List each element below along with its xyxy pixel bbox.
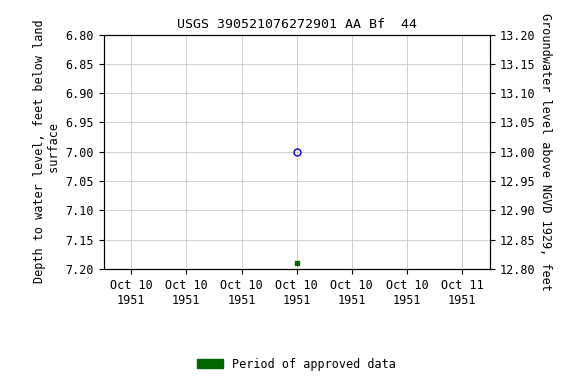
- Legend: Period of approved data: Period of approved data: [192, 353, 401, 375]
- Y-axis label: Depth to water level, feet below land
 surface: Depth to water level, feet below land su…: [33, 20, 61, 283]
- Y-axis label: Groundwater level above NGVD 1929, feet: Groundwater level above NGVD 1929, feet: [539, 13, 552, 291]
- Title: USGS 390521076272901 AA Bf  44: USGS 390521076272901 AA Bf 44: [177, 18, 416, 31]
